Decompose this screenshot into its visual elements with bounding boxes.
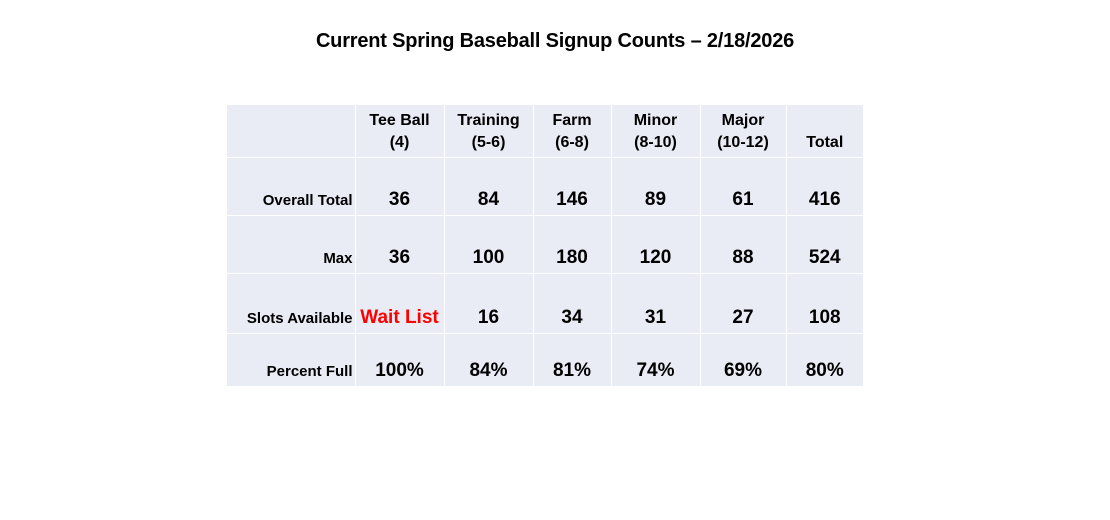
row-label: Overall Total: [227, 157, 356, 216]
table-cell: 180: [533, 215, 612, 274]
table-row-percent-full: Percent Full 100% 84% 81% 74% 69% 80%: [227, 333, 863, 386]
table-cell: 524: [786, 215, 863, 274]
table-cell: 36: [355, 215, 445, 274]
table-cell: 61: [700, 157, 787, 216]
table-cell: 27: [700, 273, 787, 334]
table-cell: 36: [355, 157, 445, 216]
header-corner-cell: [227, 105, 356, 158]
row-label: Max: [227, 215, 356, 274]
wait-list-status: Wait List: [355, 273, 445, 334]
table-cell: 74%: [611, 333, 701, 386]
table-cell: 89: [611, 157, 701, 216]
table-cell: 88: [700, 215, 787, 274]
table-cell: 81%: [533, 333, 612, 386]
table-cell: 84: [444, 157, 534, 216]
column-header-farm: Farm (6-8): [533, 105, 612, 158]
table-row-max: Max 36 100 180 120 88 524: [227, 215, 863, 274]
table-cell: 100: [444, 215, 534, 274]
column-header-tee-ball: Tee Ball (4): [355, 105, 445, 158]
column-header-major: Major (10-12): [700, 105, 787, 158]
table-cell: 80%: [805, 360, 844, 381]
table-cell: 416: [786, 157, 863, 216]
row-label: Percent Full: [227, 333, 356, 386]
table-row-overall-total: Overall Total 36 84 146 89 61 416: [227, 157, 863, 216]
column-header-training: Training (5-6): [444, 105, 534, 158]
table-cell: 100%: [355, 333, 445, 386]
table-cell: 84%: [444, 333, 534, 386]
table-cell: 146: [533, 157, 612, 216]
column-header-total: Total: [786, 105, 863, 158]
table-header-row: Tee Ball (4) Training (5-6) Farm (6-8) M…: [227, 105, 863, 158]
signup-counts-table: Tee Ball (4) Training (5-6) Farm (6-8) M…: [227, 105, 863, 386]
table-row-slots-available: Slots Available Wait List 16 34 31 27 10…: [227, 273, 863, 334]
column-header-minor: Minor (8-10): [611, 105, 701, 158]
row-label: Slots Available: [227, 273, 356, 334]
table-cell: 69%: [700, 333, 787, 386]
page-title: Current Spring Baseball Signup Counts – …: [315, 30, 795, 52]
table-cell: 34: [533, 273, 612, 334]
table-cell: 16: [444, 273, 534, 334]
table-cell: 31: [611, 273, 701, 334]
table-cell: 120: [611, 215, 701, 274]
table-cell: 108: [786, 273, 863, 334]
